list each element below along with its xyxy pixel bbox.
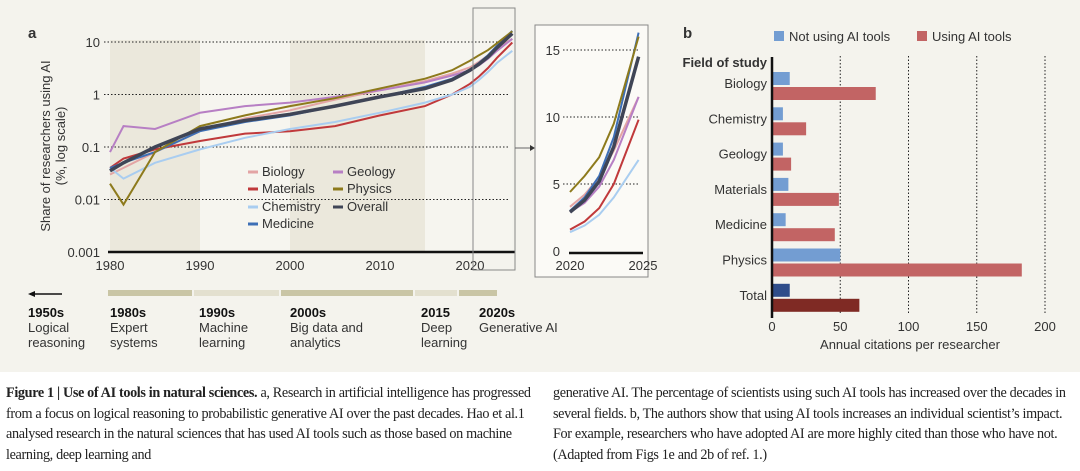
b-legend-swatch (774, 31, 784, 41)
bar-chemistry-using-ai (772, 122, 807, 136)
legend-label-physics: Physics (347, 181, 392, 196)
inset-region-box (472, 7, 516, 271)
bar-geology-not-using-ai (772, 142, 783, 156)
bar-materials-using-ai (772, 192, 839, 206)
b-x-axis-label: Annual citations per researcher (820, 337, 1001, 352)
x-tick-label: 2000 (276, 258, 305, 273)
b-category-label: Physics (722, 253, 767, 268)
inset-x-tick-label: 2025 (629, 258, 658, 273)
bar-medicine-using-ai (772, 228, 835, 242)
figure: a b 10 1 0.1 0.01 0.001 1980 1990 2000 2010 2020 Sha… (0, 0, 1080, 372)
timeline-segment (194, 290, 279, 296)
y-tick-label: 0.001 (67, 245, 100, 260)
b-category-label: Materials (714, 182, 767, 197)
inset-y-tick-label: 10 (546, 110, 560, 125)
inset-line-chemistry (569, 159, 640, 234)
x-tick-label: 2020 (456, 258, 485, 273)
b-x-tick-label: 200 (1034, 319, 1056, 334)
inset-arrow-head (530, 145, 535, 151)
b-legend-label: Not using AI tools (789, 29, 891, 44)
b-category-label: Total (740, 288, 768, 303)
inset-x-tick-label: 2020 (556, 258, 585, 273)
legend-label-chemistry: Chemistry (262, 199, 321, 214)
caption-text-1: a, Research in artificial intelligence h… (6, 385, 531, 463)
timeline-segment (108, 290, 192, 296)
bar-chemistry-not-using-ai (772, 107, 783, 121)
timeline-2000s: 2000s Big data and analytics (290, 305, 364, 350)
legend-label-geology: Geology (347, 164, 396, 179)
inset-line-materials (569, 119, 640, 231)
inset-line-physics (569, 36, 640, 193)
legend-label-overall: Overall (347, 199, 388, 214)
caption-col-2: generative AI. The percentage of scienti… (553, 383, 1078, 465)
timeline-2020s: 2020s Generative AI (479, 305, 558, 335)
bar-materials-not-using-ai (772, 177, 789, 191)
line-physics (109, 30, 513, 207)
timeline-segment (415, 290, 457, 296)
b-x-tick-label: 0 (768, 319, 775, 334)
timeline-segment (459, 290, 497, 296)
bar-physics-using-ai (772, 263, 1022, 277)
legend-label-medicine: Medicine (262, 216, 314, 231)
y-tick-label: 0.01 (75, 193, 100, 208)
b-category-label: Chemistry (708, 111, 767, 126)
b-y-axis-label: Field of study (683, 55, 768, 70)
timeline-2015: 2015 Deep learning (421, 305, 468, 350)
b-legend-label: Using AI tools (932, 29, 1012, 44)
timeline-1990s: 1990s Machine learning (199, 305, 249, 350)
line-overall (109, 32, 514, 173)
inset-y-tick-label: 5 (553, 177, 560, 192)
caption-title: Figure 1 | Use of AI tools in natural sc… (6, 385, 258, 401)
panel-label-a: a (28, 25, 37, 42)
b-x-tick-label: 150 (966, 319, 988, 334)
timeline-1980s: 1980s Expert systems (110, 305, 158, 350)
inset-y-tick-label: 15 (546, 43, 560, 58)
y-tick-label: 10 (86, 35, 100, 50)
timeline-arrow-head (28, 291, 35, 297)
era-band (425, 40, 513, 252)
panel-label-b: b (683, 25, 692, 42)
caption-col-1: Figure 1 | Use of AI tools in natural sc… (6, 383, 541, 465)
legend-label-materials: Materials (262, 181, 315, 196)
y-tick-label: 1 (93, 88, 100, 103)
line-chemistry (109, 50, 513, 180)
caption-text-2: generative AI. The percentage of scienti… (553, 385, 1066, 463)
bar-medicine-not-using-ai (772, 213, 786, 227)
b-category-label: Medicine (715, 217, 767, 232)
bar-biology-using-ai (772, 87, 876, 100)
bar-biology-not-using-ai (772, 72, 790, 85)
line-materials (109, 41, 514, 169)
bar-total-using-ai (772, 298, 860, 312)
inset-line-overall (568, 56, 641, 214)
x-tick-label: 1980 (96, 258, 125, 273)
b-legend-swatch (917, 31, 927, 41)
bar-total-not-using-ai (772, 283, 790, 297)
y-axis-label: Share of researchers using AI(%, log sca… (38, 60, 68, 231)
b-category-label: Biology (724, 76, 767, 91)
x-tick-label: 1990 (186, 258, 215, 273)
bar-geology-using-ai (772, 157, 792, 171)
y-tick-label: 0.1 (82, 140, 100, 155)
b-x-tick-label: 100 (898, 319, 920, 334)
timeline-1950s: 1950s Logical reasoning (28, 305, 86, 350)
bar-physics-not-using-ai (772, 248, 841, 262)
era-band (290, 40, 425, 252)
legend-label-biology: Biology (262, 164, 305, 179)
inset-y-tick-label: 0 (553, 244, 560, 259)
b-x-tick-label: 50 (833, 319, 847, 334)
b-category-label: Geology (719, 147, 768, 162)
timeline-segment (281, 290, 413, 296)
x-tick-label: 2010 (366, 258, 395, 273)
